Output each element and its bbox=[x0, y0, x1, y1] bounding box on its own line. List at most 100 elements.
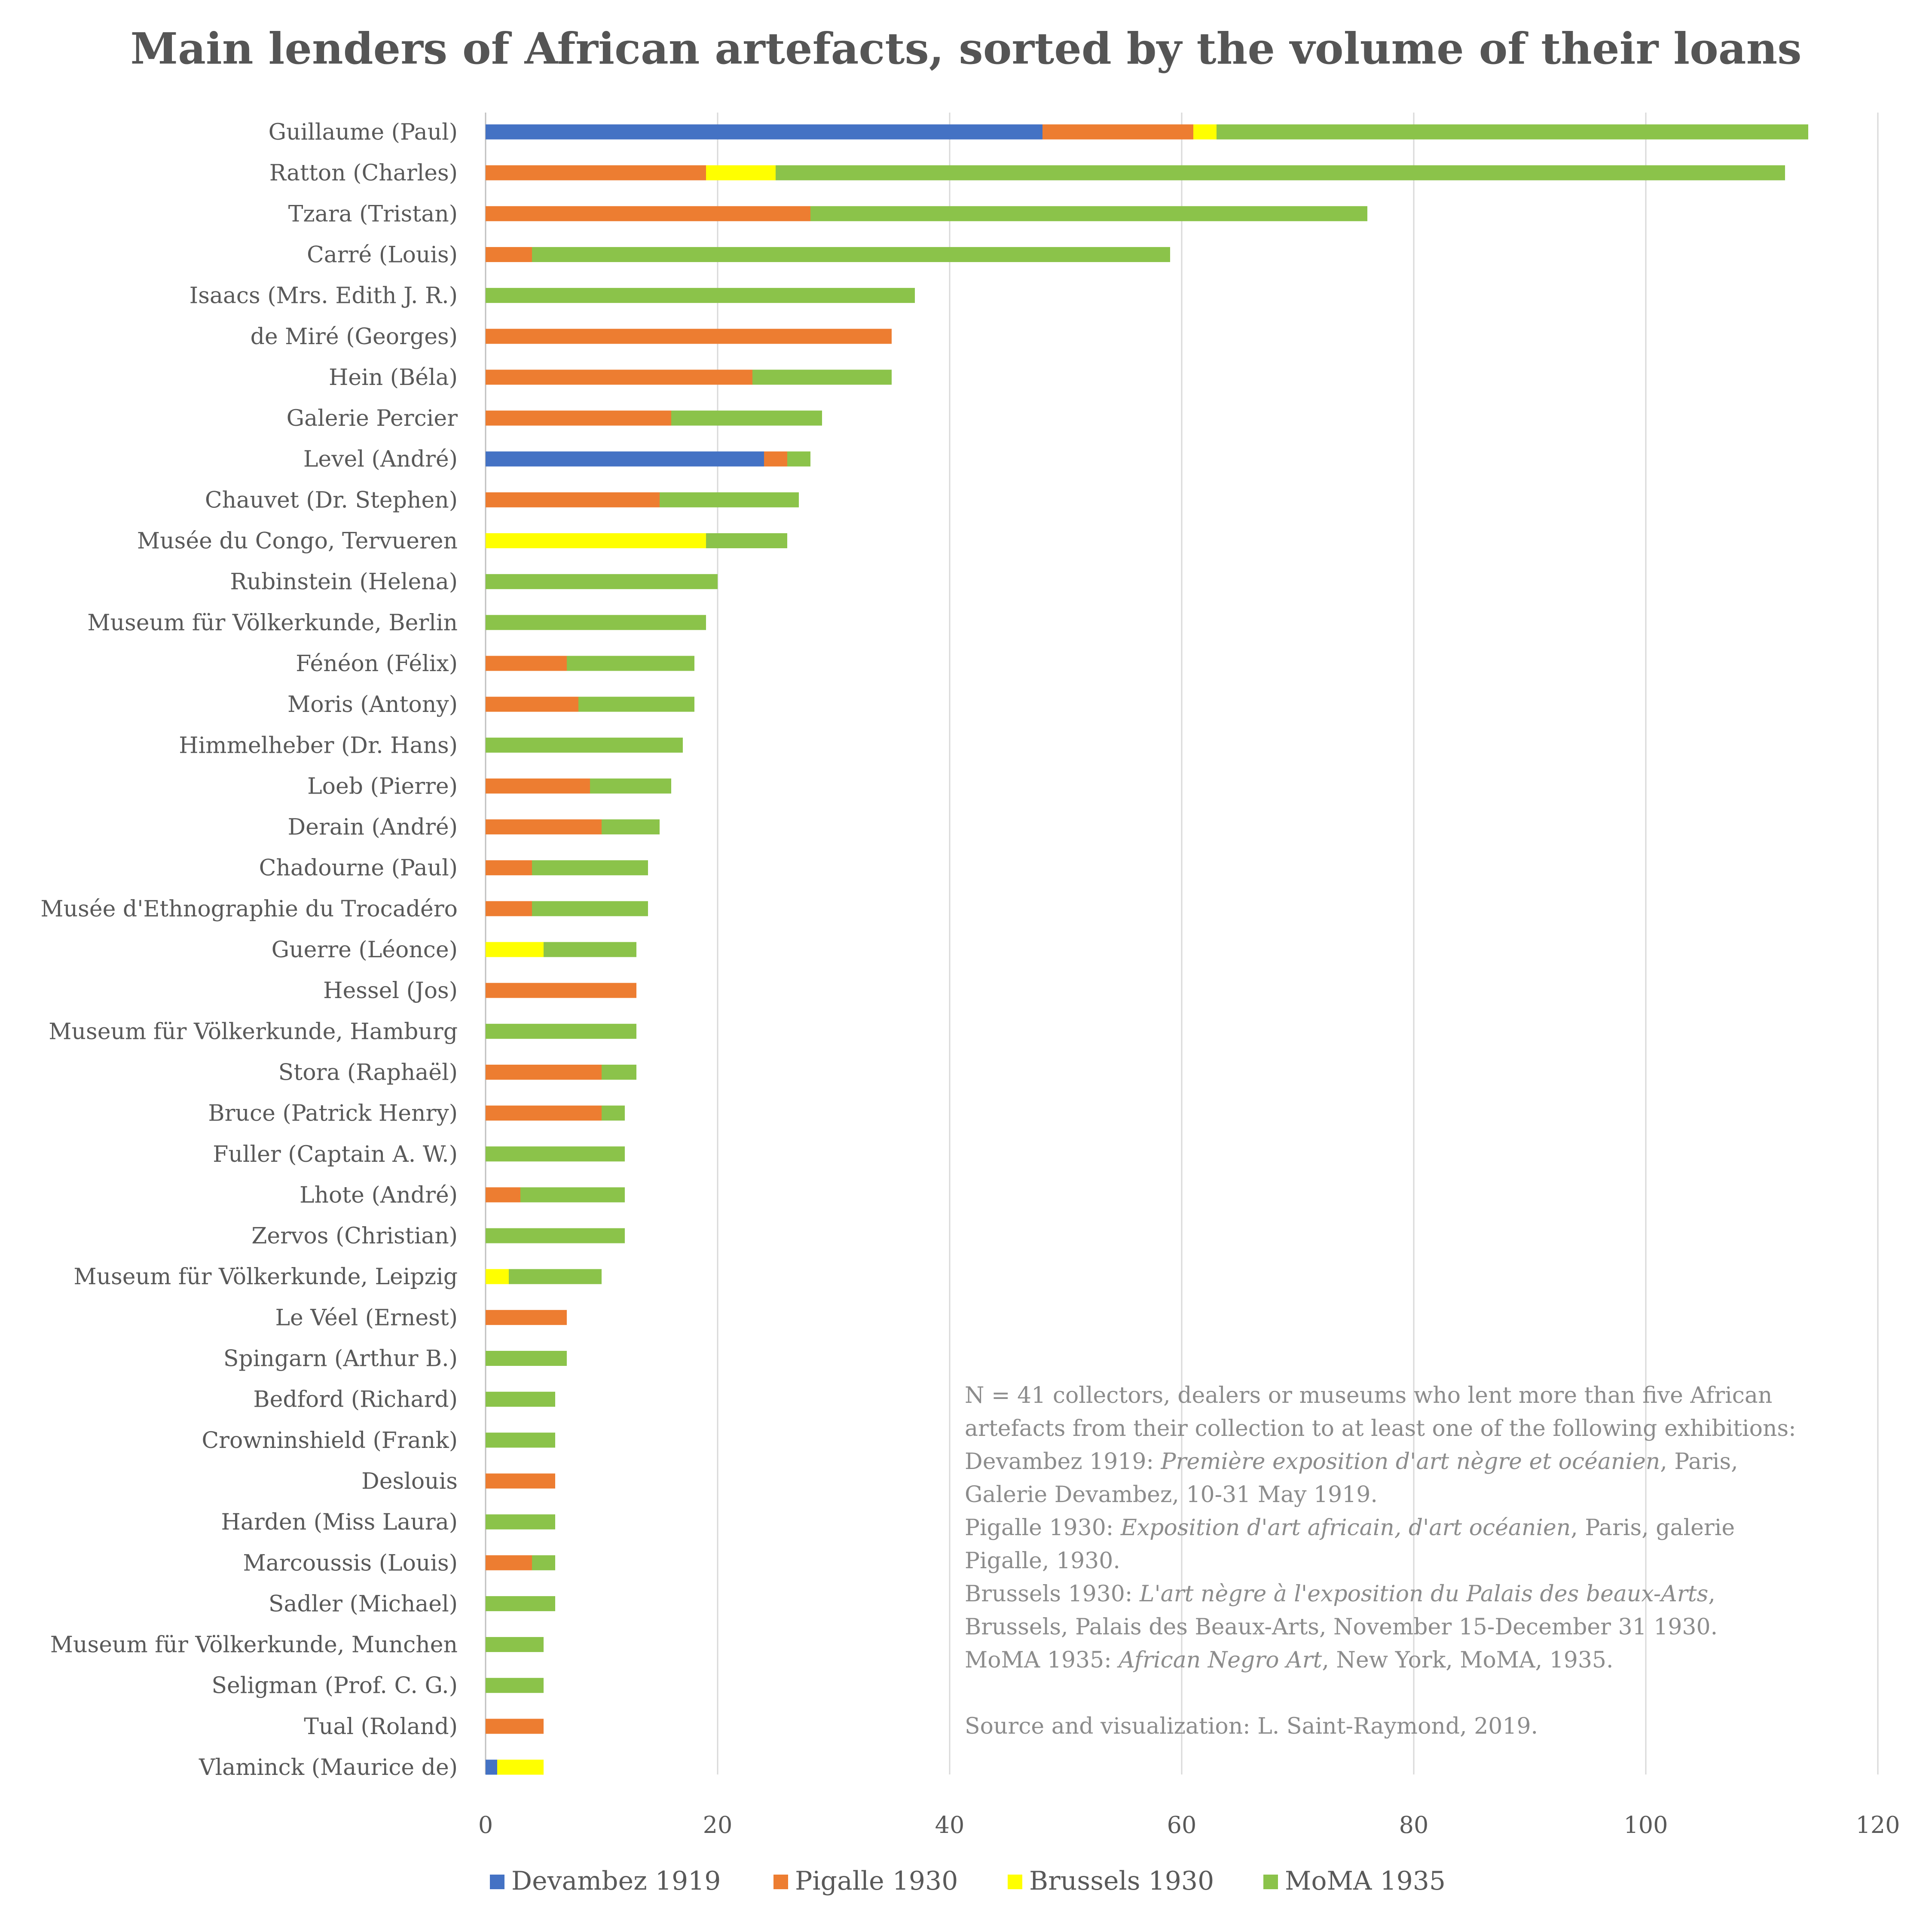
bar-segment bbox=[497, 1759, 544, 1775]
chart-note: N = 41 collectors, dealers or museums wh… bbox=[965, 1383, 1796, 1739]
bar-segment bbox=[567, 656, 694, 671]
category-label: Rubinstein (Helena) bbox=[230, 569, 458, 595]
bar-segment bbox=[602, 1106, 625, 1121]
category-label: Hessel (Jos) bbox=[323, 978, 458, 1004]
bar-segment bbox=[486, 737, 683, 753]
bar-segment bbox=[486, 1719, 544, 1734]
bar-segment bbox=[486, 165, 706, 180]
legend-swatch bbox=[490, 1875, 504, 1889]
category-label: Museum für Völkerkunde, Munchen bbox=[50, 1632, 458, 1658]
bar-segment bbox=[602, 819, 660, 835]
bar-segment bbox=[810, 206, 1367, 221]
legend-label: Brussels 1930 bbox=[1029, 1866, 1214, 1896]
bar-segment bbox=[486, 288, 915, 303]
bar-segment bbox=[532, 901, 648, 916]
category-label: Tzara (Tristan) bbox=[288, 201, 458, 227]
bar-segment bbox=[706, 533, 787, 548]
bar-segment bbox=[486, 1678, 544, 1693]
category-label: Bedford (Richard) bbox=[253, 1387, 458, 1413]
note-run: Première exposition d'art nègre et océan… bbox=[1161, 1449, 1660, 1475]
note-run: Source and visualization: L. Saint-Raymo… bbox=[965, 1713, 1538, 1739]
category-label: Marcoussis (Louis) bbox=[243, 1550, 458, 1576]
bar-segment bbox=[486, 329, 892, 344]
bar-segment bbox=[486, 901, 532, 916]
category-label: Derain (André) bbox=[287, 815, 458, 840]
bar-segment bbox=[486, 656, 567, 671]
category-label: Spingarn (Arthur B.) bbox=[223, 1346, 458, 1372]
category-label: Zervos (Christian) bbox=[251, 1223, 458, 1249]
category-label: Tual (Roland) bbox=[304, 1714, 458, 1740]
bar-segment bbox=[578, 696, 694, 712]
bar-segment bbox=[486, 247, 532, 262]
category-label: Sadler (Michael) bbox=[269, 1591, 458, 1617]
bar-segment bbox=[520, 1187, 625, 1203]
bar-segment bbox=[486, 1310, 567, 1325]
x-tick-label: 80 bbox=[1399, 1811, 1429, 1838]
note-run: African Negro Art bbox=[1117, 1647, 1322, 1673]
bar-segment bbox=[1193, 124, 1217, 140]
bar-segment bbox=[486, 1637, 544, 1652]
category-label: Harden (Miss Laura) bbox=[221, 1509, 458, 1535]
note-run: Galerie Devambez, 10-31 May 1919. bbox=[965, 1482, 1378, 1508]
category-label: Museum für Völkerkunde, Berlin bbox=[87, 610, 458, 636]
x-tick-label: 40 bbox=[935, 1811, 965, 1838]
category-label: Lhote (André) bbox=[300, 1182, 458, 1208]
bar-segment bbox=[486, 942, 544, 957]
bar-segment bbox=[486, 1106, 602, 1121]
bar-segment bbox=[486, 451, 764, 467]
note-run: N = 41 collectors, dealers or museums wh… bbox=[965, 1383, 1772, 1408]
category-label: Galerie Percier bbox=[287, 406, 458, 431]
bar-segment bbox=[486, 492, 660, 507]
x-tick-label: 60 bbox=[1167, 1811, 1197, 1838]
category-label: Crowninshield (Frank) bbox=[202, 1428, 458, 1454]
bar-segment bbox=[486, 1269, 509, 1284]
category-label: Moris (Antony) bbox=[287, 692, 458, 718]
category-label: Stora (Raphaël) bbox=[278, 1060, 458, 1085]
bar-segment bbox=[486, 1596, 555, 1611]
bar-segment bbox=[486, 1759, 497, 1775]
bar-segment bbox=[486, 1351, 567, 1366]
bar-segment bbox=[532, 860, 648, 876]
x-tick-label: 0 bbox=[478, 1811, 493, 1838]
bar-segment bbox=[752, 370, 892, 385]
bar-segment bbox=[486, 1555, 532, 1570]
bar-segment bbox=[486, 615, 706, 630]
bar-segment bbox=[590, 778, 671, 794]
category-label: de Miré (Georges) bbox=[251, 324, 458, 350]
bar-segment bbox=[486, 696, 578, 712]
bar-segment bbox=[532, 247, 1170, 262]
note-run: Exposition d'art africain, d'art océanie… bbox=[1120, 1515, 1571, 1541]
category-label: Himmelheber (Dr. Hans) bbox=[179, 733, 458, 758]
bar-segment bbox=[764, 451, 787, 467]
bar-segment bbox=[1042, 124, 1193, 140]
bar-segment bbox=[660, 492, 799, 507]
category-label: Bruce (Patrick Henry) bbox=[208, 1101, 458, 1127]
bar-segment bbox=[486, 533, 706, 548]
bar-segment bbox=[486, 1228, 625, 1243]
category-label: Level (André) bbox=[303, 446, 458, 472]
note-run: artefacts from their collection to at le… bbox=[965, 1416, 1796, 1441]
bars bbox=[486, 124, 1808, 1775]
note-run: L'art nègre à l'exposition du Palais des… bbox=[1139, 1581, 1708, 1607]
legend-swatch bbox=[773, 1875, 788, 1889]
note-run: , bbox=[1708, 1581, 1715, 1607]
bar-segment bbox=[486, 860, 532, 876]
category-label: Isaacs (Mrs. Edith J. R.) bbox=[190, 283, 458, 309]
bar-segment bbox=[1217, 124, 1808, 140]
legend: Devambez 1919 Pigalle 1930 Brussels 1930 Mo… bbox=[490, 1866, 1446, 1896]
legend-label: Pigalle 1930 bbox=[795, 1866, 958, 1896]
category-label: Chadourne (Paul) bbox=[259, 855, 458, 881]
bar-segment bbox=[486, 1392, 555, 1407]
note-run: , Paris, galerie bbox=[1571, 1515, 1735, 1541]
category-label: Vlaminck (Maurice de) bbox=[199, 1755, 458, 1780]
bar-segment bbox=[486, 124, 1042, 140]
category-label: Le Véel (Ernest) bbox=[275, 1305, 458, 1331]
legend-swatch bbox=[1263, 1875, 1278, 1889]
category-label: Chauvet (Dr. Stephen) bbox=[205, 487, 458, 513]
x-tick-label: 120 bbox=[1856, 1811, 1900, 1838]
legend-label: MoMA 1935 bbox=[1285, 1866, 1446, 1896]
bar-segment bbox=[486, 1023, 636, 1039]
bar-segment bbox=[602, 1064, 636, 1080]
category-label: Museum für Völkerkunde, Leipzig bbox=[73, 1264, 458, 1290]
